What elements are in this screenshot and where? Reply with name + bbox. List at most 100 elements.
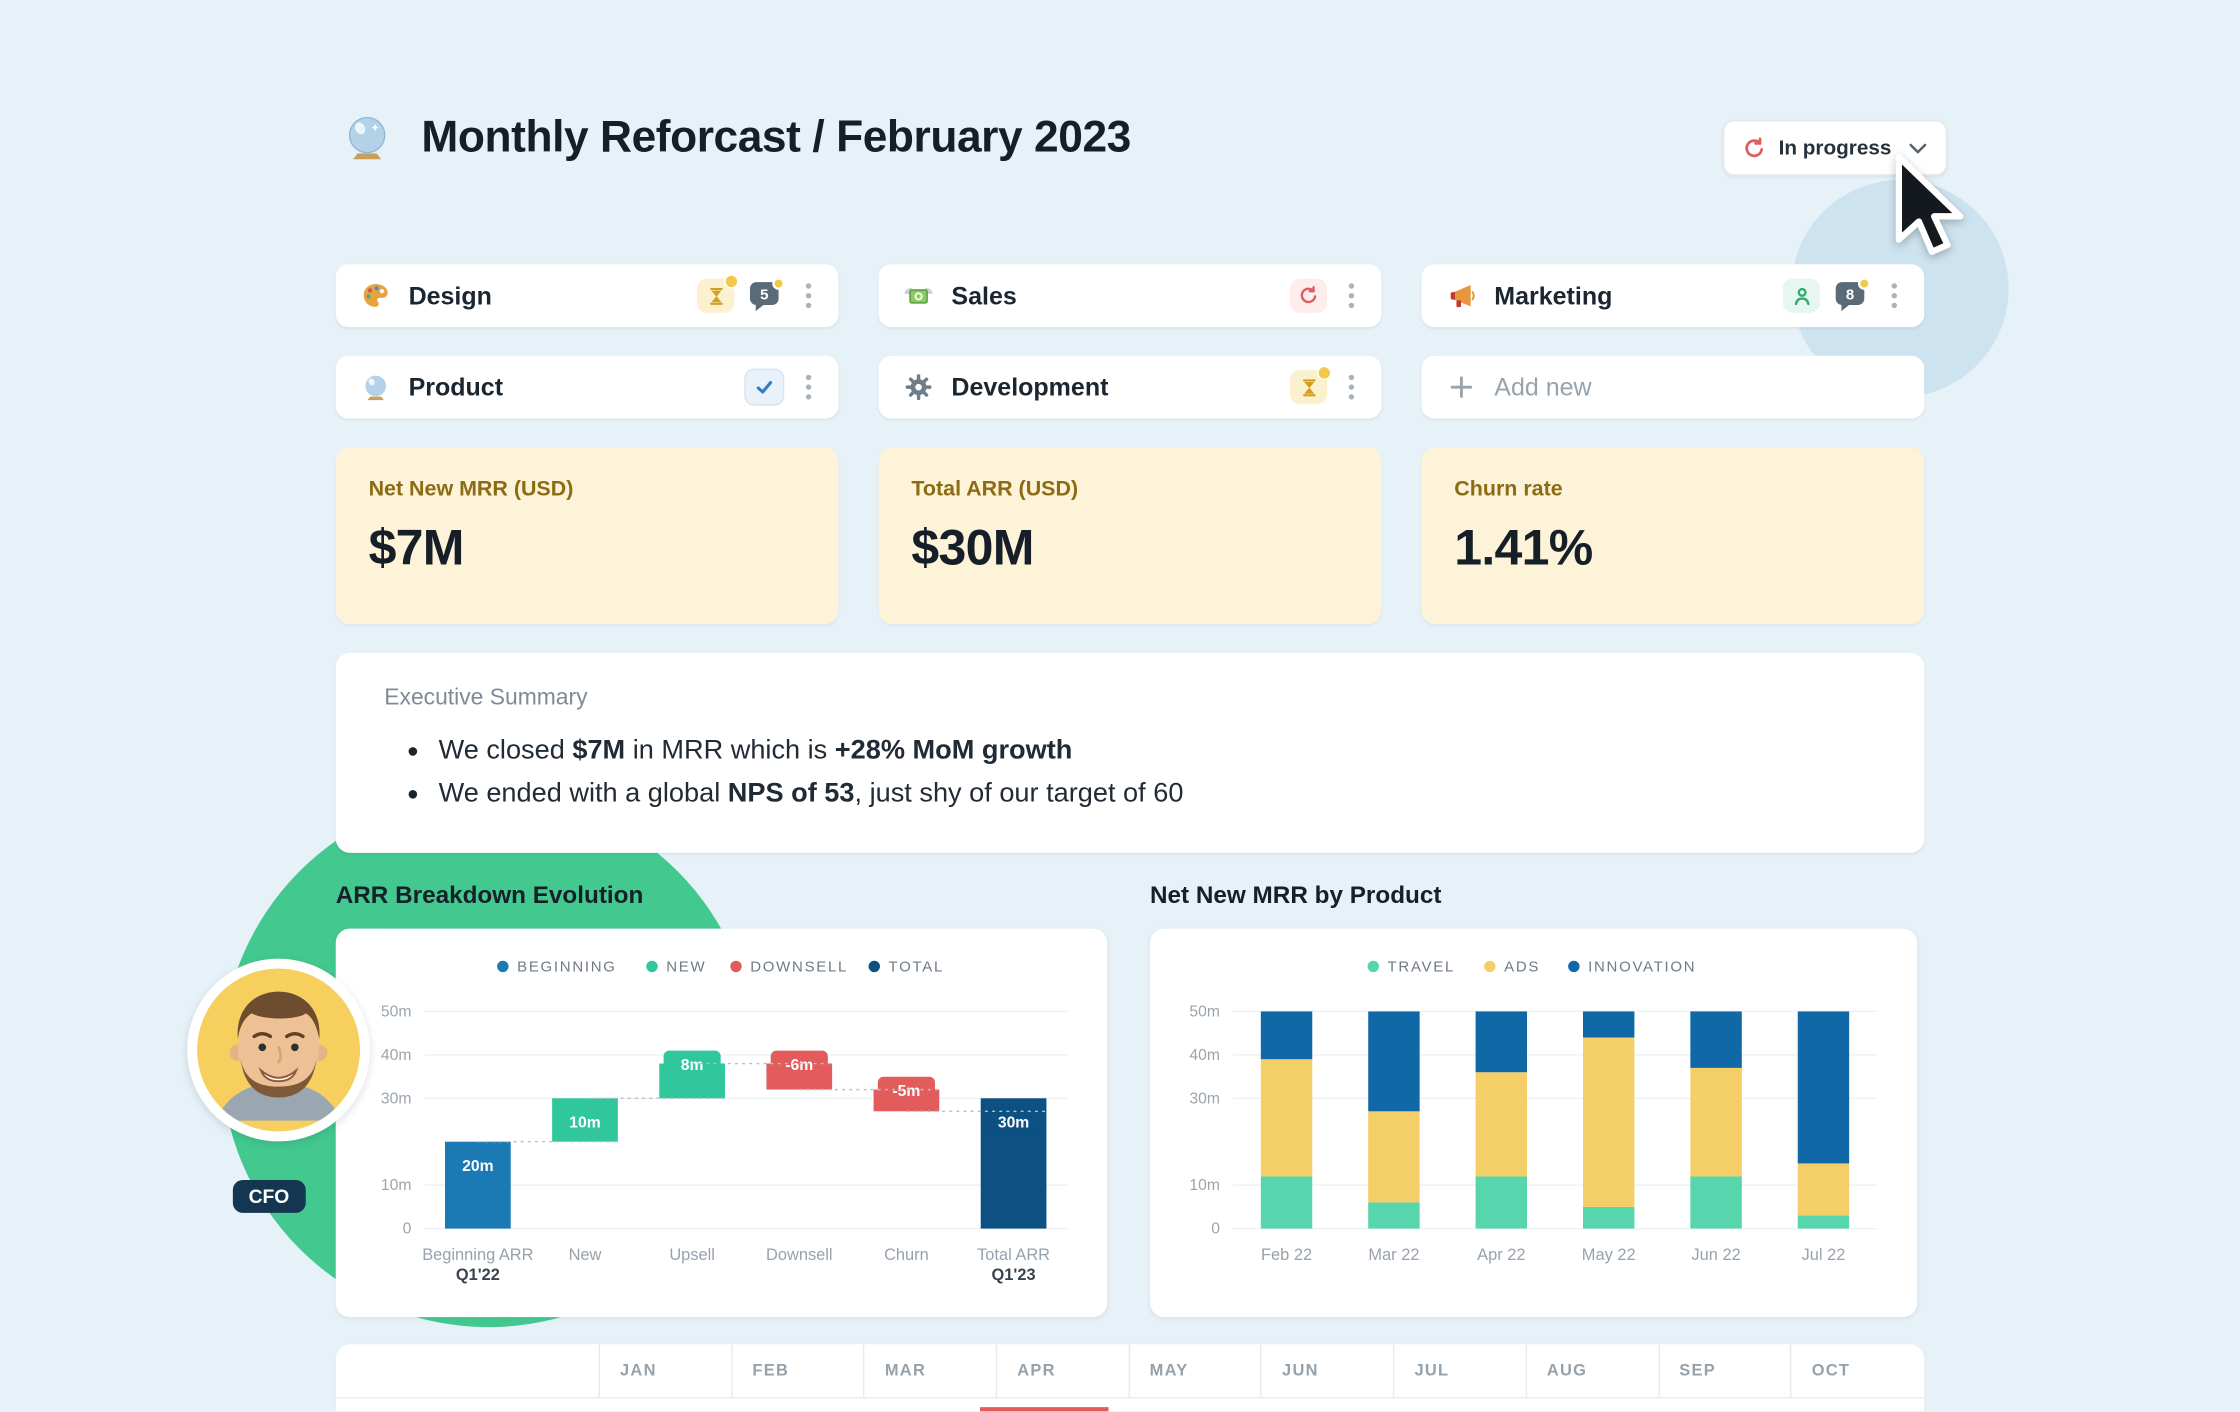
bar-value-label: 20m xyxy=(462,1158,493,1175)
stacked-bar-segment xyxy=(1368,1011,1420,1112)
kpi-value: $7M xyxy=(368,519,465,576)
monthly-table: JAN FEB MAR APR MAY JUN JUL AUG SEP OCT xyxy=(335,1344,1925,1412)
summary-bullet: We closed $7M in MRR which is +28% MoM g… xyxy=(384,730,1875,773)
money-with-wings-icon xyxy=(901,284,935,307)
category-card-marketing[interactable]: Marketing 8 xyxy=(1421,264,1925,328)
legend-label: DOWNSELL xyxy=(750,958,848,975)
kpi-label: Total ARR (USD) xyxy=(911,477,1079,502)
kpi-total-arr: Total ARR (USD) $30M xyxy=(878,447,1382,625)
stacked-bar-segment xyxy=(1582,1011,1635,1038)
cfo-badge: CFO xyxy=(232,1179,305,1213)
bullet-dot xyxy=(408,789,418,799)
in-progress-badge xyxy=(1289,278,1328,313)
comments-badge[interactable]: 8 xyxy=(1833,277,1870,314)
y-tick-label: 0 xyxy=(403,1221,412,1238)
table-column-header: JAN xyxy=(600,1344,733,1398)
category-card-design[interactable]: Design 5 xyxy=(335,264,839,328)
stacked-bar-segment xyxy=(1690,1176,1742,1229)
waterfall-chart: BEGINNING NEW DOWNSELL TOTAL 50m 40m 30m 10m 0 20… xyxy=(381,958,1068,1284)
x-axis-label: Upsell xyxy=(669,1246,715,1264)
table-column-header: FEB xyxy=(732,1344,865,1398)
done-check-badge xyxy=(744,368,785,406)
svg-text:8: 8 xyxy=(1846,286,1854,303)
page-header: Monthly Reforcast / February 2023 xyxy=(343,111,1131,162)
legend-dot xyxy=(1367,960,1379,973)
waterfall-chart-title: ARR Breakdown Evolution xyxy=(335,881,644,909)
category-label: Marketing xyxy=(1494,280,1613,310)
comments-badge[interactable]: 5 xyxy=(747,277,785,314)
table-column-header: MAY xyxy=(1130,1344,1263,1398)
table-corner-cell xyxy=(336,1344,600,1398)
y-tick-label: 30m xyxy=(1189,1090,1220,1107)
y-tick-label: 30m xyxy=(381,1090,412,1107)
bar-value-label: -5m xyxy=(892,1083,920,1100)
category-card-sales[interactable]: Sales xyxy=(878,264,1382,328)
kpi-churn-rate: Churn rate 1.41% xyxy=(1421,447,1925,625)
table-column-header: JUN xyxy=(1262,1344,1395,1398)
crystal-ball-icon xyxy=(359,373,393,402)
y-tick-label: 10m xyxy=(1189,1177,1220,1194)
x-axis-sublabel: Q1'23 xyxy=(992,1266,1036,1284)
crystal-ball-icon xyxy=(343,113,392,162)
category-label: Product xyxy=(408,372,504,401)
x-axis-label: New xyxy=(569,1246,602,1264)
stacked-bar-segment xyxy=(1475,1072,1528,1177)
plus-icon xyxy=(1444,374,1478,400)
table-header-row: JAN FEB MAR APR MAY JUN JUL AUG SEP OCT xyxy=(335,1344,1925,1399)
kebab-menu-button[interactable] xyxy=(1340,369,1363,406)
kebab-menu-button[interactable] xyxy=(1883,277,1906,314)
cfo-avatar xyxy=(187,958,370,1142)
stacked-chart-title: Net New MRR by Product xyxy=(1149,881,1442,909)
legend-dot xyxy=(730,960,742,973)
kpi-value: $30M xyxy=(911,519,1034,576)
notification-dot xyxy=(1317,365,1332,380)
category-label: Sales xyxy=(951,280,1017,310)
bar-value-label: 10m xyxy=(569,1115,600,1132)
y-tick-label: 50m xyxy=(1189,1003,1220,1020)
kebab-menu-button[interactable] xyxy=(797,277,820,314)
legend-label: INNOVATION xyxy=(1588,958,1696,975)
table-column-header: MAR xyxy=(865,1344,998,1398)
y-tick-label: 50m xyxy=(381,1003,412,1020)
legend-dot xyxy=(1568,960,1580,973)
stacked-bar-segment xyxy=(1690,1011,1742,1068)
kebab-menu-button[interactable] xyxy=(797,369,820,406)
stacked-bar-segment xyxy=(1690,1067,1742,1177)
x-axis-label: Downsell xyxy=(766,1246,833,1264)
stacked-bar-segment xyxy=(1260,1011,1313,1060)
x-axis-label: Churn xyxy=(884,1246,929,1264)
kpi-label: Net New MRR (USD) xyxy=(368,477,574,502)
table-cell-highlight xyxy=(979,1407,1109,1412)
stacked-bar-segment xyxy=(1260,1059,1313,1177)
megaphone-icon xyxy=(1444,281,1478,310)
stacked-bar-segment xyxy=(1582,1206,1635,1229)
gear-icon xyxy=(901,373,935,402)
waterfall-chart-card: BEGINNING NEW DOWNSELL TOTAL 50m 40m 30m 10m 0 20… xyxy=(335,928,1108,1318)
legend-label: TRAVEL xyxy=(1388,958,1455,975)
category-label: Design xyxy=(408,280,492,310)
summary-heading: Executive Summary xyxy=(384,685,588,710)
kebab-menu-button[interactable] xyxy=(1340,277,1363,314)
kpi-label: Churn rate xyxy=(1454,477,1563,502)
legend-dot xyxy=(1484,960,1496,973)
stacked-bar-segment xyxy=(1797,1011,1850,1164)
notification-dot xyxy=(724,274,739,289)
y-tick-label: 40m xyxy=(381,1047,412,1064)
assignee-badge xyxy=(1782,278,1820,313)
legend-dot xyxy=(646,960,658,973)
x-axis-label: Jun 22 xyxy=(1691,1246,1740,1264)
bar-value-label: 30m xyxy=(998,1115,1029,1132)
y-tick-label: 40m xyxy=(1189,1047,1220,1064)
add-new-card[interactable]: Add new xyxy=(1421,355,1925,419)
stacked-bar-segment xyxy=(1475,1176,1528,1229)
bar-value-label: 8m xyxy=(681,1057,704,1074)
legend-label: NEW xyxy=(666,958,706,975)
chevron-down-icon xyxy=(1909,142,1928,153)
y-tick-label: 10m xyxy=(381,1177,412,1194)
category-card-product[interactable]: Product xyxy=(335,355,839,419)
x-axis-label: Apr 22 xyxy=(1477,1246,1525,1264)
palette-icon xyxy=(359,281,393,310)
bar-value-label: -6m xyxy=(785,1057,813,1074)
category-card-development[interactable]: Development xyxy=(878,355,1382,419)
